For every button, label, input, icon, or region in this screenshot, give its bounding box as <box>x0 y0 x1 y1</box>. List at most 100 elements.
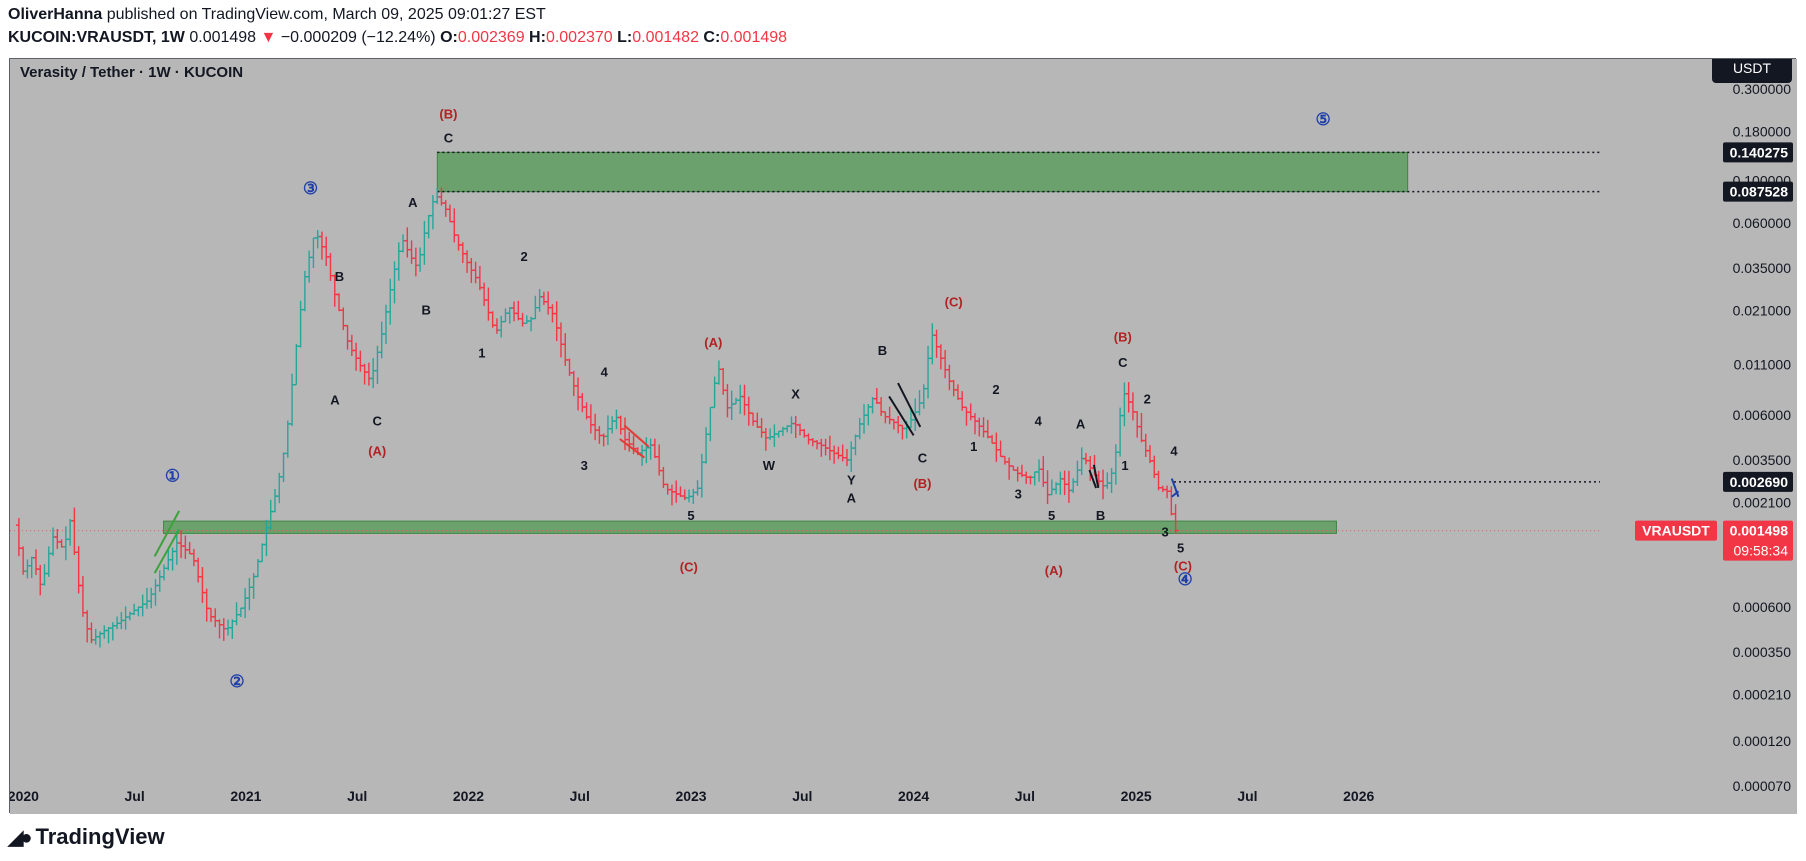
y-tick-label: 0.180000 <box>1733 124 1792 140</box>
zone-resistance <box>436 151 1409 193</box>
x-tick-label: 2025 <box>1121 788 1152 804</box>
wave-label: X <box>791 387 800 402</box>
y-tick-label: 0.000600 <box>1733 599 1792 615</box>
x-tick-label: 2026 <box>1343 788 1374 804</box>
wave-label: 2 <box>1144 391 1151 406</box>
high-label: H: <box>529 29 546 46</box>
wave-label: (B) <box>1114 329 1132 344</box>
close-value: 0.001498 <box>720 29 788 46</box>
pattern-line-green <box>153 510 181 557</box>
wave-label: ⑤ <box>1315 110 1330 129</box>
open-label: O: <box>440 29 458 46</box>
price-tag-box <box>1723 181 1793 202</box>
publish-info: OliverHanna published on TradingView.com… <box>8 6 546 24</box>
wave-label: ③ <box>303 179 318 198</box>
y-tick-label: 0.000070 <box>1733 778 1792 794</box>
wave-label: ④ <box>1177 570 1192 589</box>
pattern-line-green <box>153 528 181 574</box>
high-value: 0.002370 <box>545 29 613 46</box>
x-tick-label: 2023 <box>675 788 706 804</box>
x-tick-label: 2022 <box>453 788 484 804</box>
x-tick-label: Jul <box>125 788 145 804</box>
x-tick-label: Jul <box>1015 788 1035 804</box>
pattern-line-red <box>619 438 645 459</box>
y-tick-label: 0.002100 <box>1733 495 1792 511</box>
wave-label: C <box>444 130 454 145</box>
wave-label: C <box>373 413 383 428</box>
wave-label: 1 <box>970 439 977 454</box>
wave-label: 4 <box>1035 413 1043 428</box>
currency-badge[interactable]: USDT <box>1712 59 1792 83</box>
last-price: 0.001498 <box>189 29 257 46</box>
wave-label: 5 <box>1177 541 1184 556</box>
x-tick-label: 2024 <box>898 788 929 804</box>
wave-label: C <box>918 450 928 465</box>
wave-label: (C) <box>945 295 963 310</box>
y-tick-label: 0.000210 <box>1733 686 1792 702</box>
y-tick-label: 0.060000 <box>1733 215 1792 231</box>
wave-label: 4 <box>1170 443 1178 458</box>
wave-label: (B) <box>439 107 457 122</box>
y-tick-label: 0.000350 <box>1733 644 1792 660</box>
x-tick-label: Jul <box>1237 788 1257 804</box>
wave-label: 2 <box>520 249 527 264</box>
symbol-price-tag: VRAUSDT 0.001498 09:58:34 <box>1635 520 1793 561</box>
price-tag: 0.140275 <box>1723 142 1793 163</box>
wave-label: A <box>1076 417 1086 432</box>
wave-label: C <box>1118 355 1128 370</box>
wave-label: A <box>408 195 418 210</box>
price-tag-value: 0.140275 <box>1730 144 1789 160</box>
wave-label: (C) <box>1174 558 1192 573</box>
wave-label: B <box>335 269 344 284</box>
price-tag-box <box>1723 471 1793 492</box>
wave-label: B <box>878 343 887 358</box>
wave-label: B <box>421 303 430 318</box>
y-tick-label: 0.035000 <box>1733 260 1792 276</box>
author-name[interactable]: OliverHanna <box>8 6 103 23</box>
wave-label: ② <box>229 672 244 691</box>
low-label: L: <box>617 29 633 46</box>
wave-label: (A) <box>368 443 386 458</box>
wave-label: 4 <box>601 365 609 380</box>
zone-support <box>163 520 1337 534</box>
symbol-line: KUCOIN:VRAUSDT, 1W <box>8 29 185 46</box>
wave-label: 1 <box>1121 458 1128 473</box>
change-down-icon: ▼ <box>260 29 277 46</box>
low-value: 0.001482 <box>632 29 699 46</box>
wave-label: 5 <box>1048 508 1055 523</box>
pattern-line-black <box>1088 469 1098 489</box>
price-tag-value: 0.087528 <box>1730 184 1789 200</box>
y-tick-label: 0.006000 <box>1733 407 1792 423</box>
y-tick-label: 0.011000 <box>1734 357 1792 373</box>
countdown-timer: 09:58:34 <box>1734 543 1789 559</box>
close-label: C: <box>703 29 721 46</box>
tradingview-logo-icon: ◢● <box>8 827 33 849</box>
pattern-line-red <box>623 424 650 448</box>
x-tick-label: Jul <box>792 788 812 804</box>
tradingview-brand[interactable]: ◢● TradingView <box>8 824 165 850</box>
wave-label: 2 <box>992 382 999 397</box>
open-value: 0.002369 <box>457 29 525 46</box>
wave-label: (C) <box>680 559 698 574</box>
pattern-line-blue <box>1170 478 1180 498</box>
x-tick-label: Jul <box>570 788 590 804</box>
price-tag: 0.002690 <box>1723 471 1793 492</box>
price-chart[interactable]: ①②③④⑤ABC(A)AB(B)C12345(C)(A)WXYABC(B)(C)… <box>10 59 1797 814</box>
pattern-line-black <box>888 395 915 436</box>
wave-label: 3 <box>581 458 588 473</box>
chart-title: Verasity / Tether · 1W · KUCOIN <box>20 64 243 81</box>
candle <box>1172 504 1179 534</box>
wave-label: 3 <box>1161 524 1168 539</box>
chart-panel[interactable]: ① ② ③ ④ ⑤ A B C (A) A B (B) C 1 2 3 4 5 (C) (A) W X Y A B C (B) (C)… <box>9 58 1797 814</box>
price-tag-box <box>1723 142 1793 163</box>
current-price-box <box>1723 520 1793 561</box>
pattern-line-black <box>897 382 922 428</box>
wave-label: 3 <box>1015 487 1022 502</box>
y-tick-label: 0.300000 <box>1733 81 1792 97</box>
publish-text: published on TradingView.com, March 09, … <box>106 6 546 23</box>
wave-label: B <box>1096 508 1105 523</box>
wave-label: (B) <box>913 476 931 491</box>
pattern-line-blue <box>1171 490 1180 498</box>
wave-label: (A) <box>1045 563 1063 578</box>
wave-label: A <box>847 491 857 506</box>
